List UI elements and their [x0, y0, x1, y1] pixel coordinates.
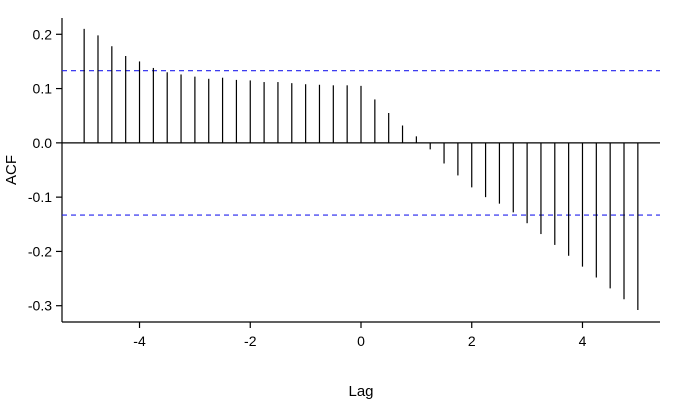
- x-tick-label: 4: [579, 333, 587, 349]
- x-axis-label: Lag: [348, 383, 373, 400]
- x-tick-label: 2: [468, 333, 476, 349]
- x-tick-label: 0: [357, 333, 365, 349]
- y-tick-label: -0.3: [28, 298, 52, 314]
- chart-layers: -4 -2 0 2 4 -0.3 -0.2 -0.1 0.0 0.1 0.2: [28, 18, 660, 349]
- y-tick-label: 0.2: [33, 26, 53, 42]
- y-tick-label: -0.2: [28, 243, 52, 259]
- y-tick-label: 0.0: [33, 135, 53, 151]
- x-tick-label: -4: [133, 333, 146, 349]
- y-tick-label: 0.1: [33, 81, 53, 97]
- y-tick-label: -0.1: [28, 189, 52, 205]
- y-axis-label: ACF: [3, 155, 20, 185]
- x-tick-label: -2: [244, 333, 257, 349]
